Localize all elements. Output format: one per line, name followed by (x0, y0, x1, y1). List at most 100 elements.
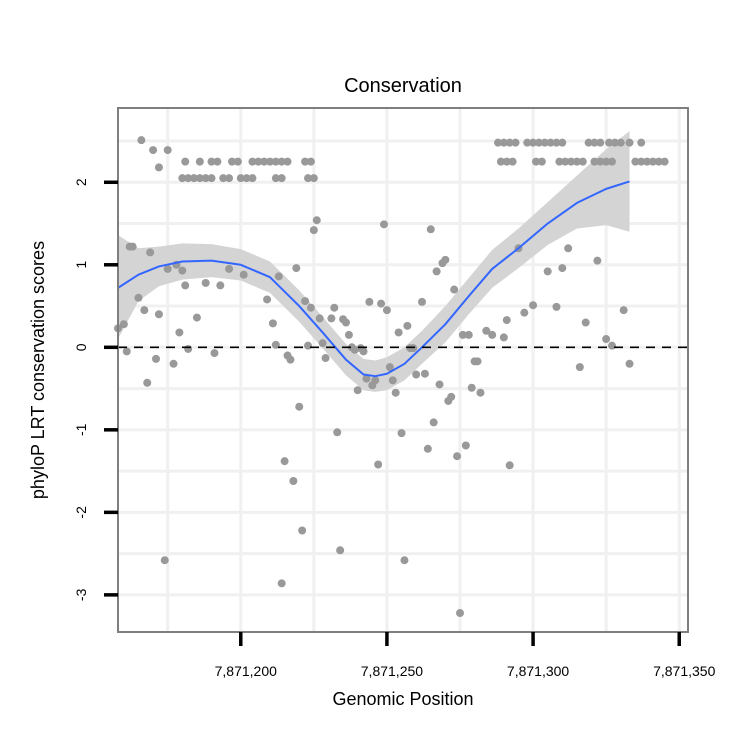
data-point (236, 174, 245, 183)
data-point (143, 378, 152, 387)
data-point (400, 556, 409, 565)
data-point (502, 157, 511, 166)
data-point (336, 546, 345, 555)
data-point (423, 444, 432, 453)
data-point (271, 157, 280, 166)
data-point (213, 157, 222, 166)
data-point (242, 174, 251, 183)
data-point (420, 369, 429, 378)
axes: 7,871,200 7,871,250 7,871,300 7,871,350 2 1 0 -… (73, 178, 716, 679)
data-point (178, 266, 187, 275)
data-point (543, 267, 552, 276)
plot-border (117, 107, 689, 633)
data-point (195, 157, 204, 166)
data-point (175, 328, 184, 337)
data-point (456, 609, 464, 618)
data-point (207, 157, 216, 166)
data-point (540, 138, 549, 147)
data-point (602, 157, 611, 166)
data-point (409, 344, 418, 353)
data-point (192, 313, 201, 322)
data-point (374, 460, 383, 469)
data-point (426, 225, 435, 234)
data-point (499, 138, 508, 147)
data-point (467, 383, 476, 392)
data-point (575, 363, 584, 372)
data-point (619, 306, 628, 315)
data-point (552, 138, 561, 147)
data-point (298, 526, 307, 535)
data-point (380, 220, 388, 229)
data-point (248, 174, 257, 183)
data-point (654, 157, 663, 166)
x-axis-label: Genomic Position (332, 689, 473, 709)
y-tick-label: 2 (73, 178, 89, 186)
data-point (610, 138, 619, 147)
y-tick-label: -3 (73, 588, 89, 601)
data-point (283, 157, 292, 166)
data-point (532, 157, 540, 166)
data-point (537, 157, 546, 166)
data-point (306, 303, 315, 312)
data-point (385, 363, 394, 372)
data-point (128, 242, 137, 251)
x-tick-label: 7,871,350 (653, 663, 715, 679)
data-point (309, 174, 318, 183)
data-point (248, 157, 257, 166)
data-point (648, 157, 657, 166)
data-point (219, 174, 228, 183)
data-point (625, 359, 634, 368)
data-point (271, 340, 280, 349)
data-point (616, 138, 625, 147)
data-point (494, 138, 502, 147)
data-point (482, 326, 491, 335)
data-point (596, 138, 605, 147)
data-point (181, 281, 190, 290)
data-point (207, 174, 216, 183)
data-point (581, 318, 590, 327)
data-point (163, 146, 172, 155)
data-point (602, 335, 611, 344)
data-point (216, 281, 225, 290)
data-point (295, 402, 304, 411)
data-point (502, 316, 511, 325)
data-point (333, 428, 342, 437)
data-point (304, 174, 312, 183)
data-point (432, 267, 441, 276)
data-point (473, 357, 482, 366)
data-point (225, 174, 234, 183)
data-point (277, 579, 286, 588)
smooth-trend-line (117, 180, 630, 378)
data-point (534, 138, 543, 147)
data-point (450, 285, 459, 294)
y-tick-label: -2 (73, 506, 89, 519)
data-point (318, 339, 327, 348)
data-point (365, 297, 374, 306)
data-point (447, 392, 456, 401)
data-point (301, 157, 310, 166)
data-point (304, 341, 312, 350)
data-point (266, 157, 274, 166)
data-point (260, 157, 269, 166)
data-point (578, 157, 587, 166)
data-point (505, 138, 514, 147)
data-point (225, 264, 234, 273)
data-point (353, 386, 362, 395)
data-point (306, 157, 315, 166)
data-point (309, 226, 318, 235)
data-point (274, 272, 283, 281)
data-point (277, 174, 286, 183)
data-point (315, 314, 324, 323)
data-point (137, 136, 146, 145)
data-point (403, 321, 412, 330)
data-point (263, 295, 272, 304)
data-point (660, 157, 669, 166)
data-point (564, 244, 573, 253)
data-point (590, 138, 599, 147)
data-point (555, 157, 564, 166)
data-point (181, 157, 190, 166)
data-point (461, 441, 470, 450)
data-point (429, 418, 438, 427)
data-point (546, 138, 555, 147)
